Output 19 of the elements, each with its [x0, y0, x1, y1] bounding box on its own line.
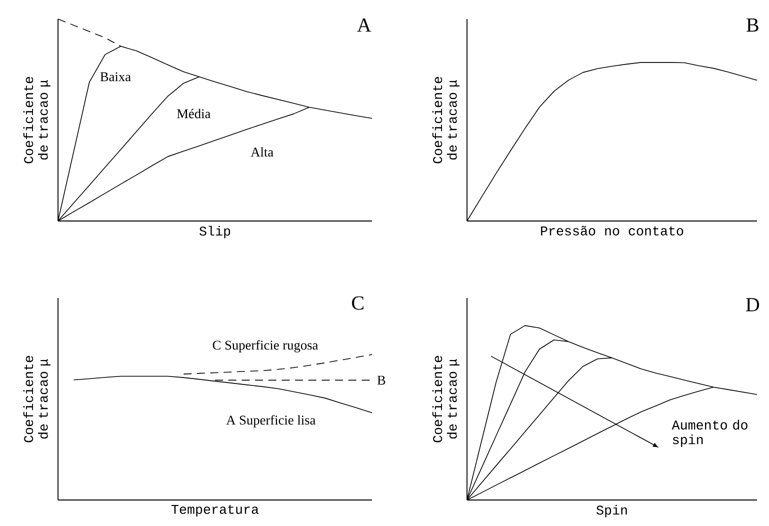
- series-label: Média: [176, 108, 210, 118]
- x-axis-title: Pressão no contato: [541, 226, 684, 236]
- series-label: Baixa: [100, 72, 131, 82]
- text: C: [352, 296, 364, 310]
- text: B: [746, 18, 758, 32]
- series-label: A Superficie lisa: [226, 415, 316, 428]
- text: D: [746, 298, 760, 312]
- y-axis-title: Coeficiente de tracao μ: [23, 356, 50, 442]
- x-axis-title: Slip: [200, 226, 230, 238]
- y-axis-title: Coeficiente de tracao μ: [23, 76, 50, 164]
- series-label: C Superficie rugosa: [212, 340, 318, 352]
- series-label: Alta: [250, 147, 274, 157]
- x-axis-title: Spin: [596, 504, 627, 518]
- annotation: Aumento do spin: [672, 420, 748, 447]
- y-axis-title: Coeficiente de tracao μ: [432, 356, 460, 442]
- x-axis-title: Temperatura: [171, 504, 259, 517]
- y-axis-title: Coeficiente de tracao μ: [432, 76, 460, 164]
- annotation: A: [357, 18, 372, 32]
- series-label: B: [377, 376, 386, 385]
